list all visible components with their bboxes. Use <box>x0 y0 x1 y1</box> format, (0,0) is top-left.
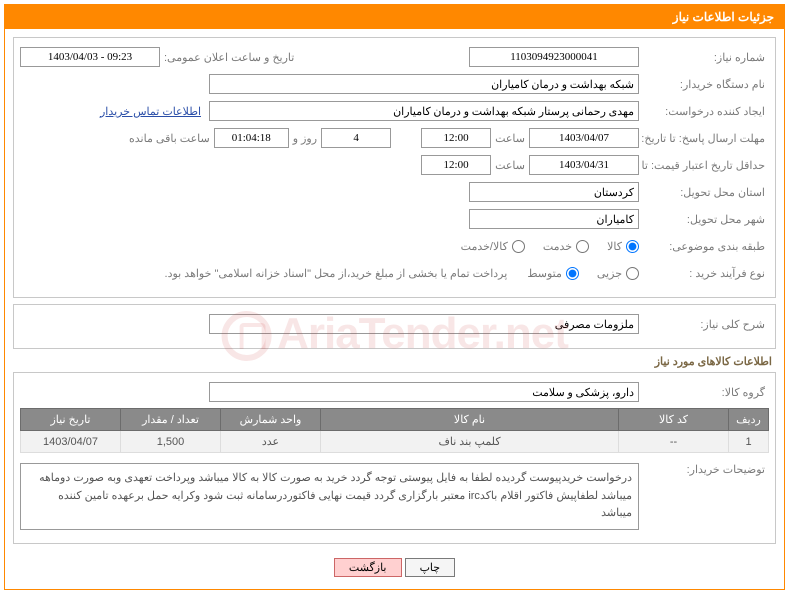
input-province[interactable] <box>469 182 639 202</box>
table-header-row: ردیف کد کالا نام کالا واحد شمارش تعداد /… <box>21 409 769 431</box>
label-remaining-suffix: ساعت باقی مانده <box>125 132 214 145</box>
link-buyer-contact[interactable]: اطلاعات تماس خریدار <box>100 105 201 118</box>
label-buyer-notes: توضیحات خریدار: <box>639 459 769 476</box>
input-deadline-time[interactable] <box>421 128 491 148</box>
label-need-number: شماره نیاز: <box>639 51 769 64</box>
label-days-suffix: روز و <box>289 132 321 145</box>
label-validity-time: ساعت <box>491 159 529 172</box>
input-need-number[interactable] <box>469 47 639 67</box>
label-deadline: مهلت ارسال پاسخ: تا تاریخ: <box>639 132 769 145</box>
input-deadline-days[interactable] <box>321 128 391 148</box>
radio-goods[interactable]: کالا <box>607 240 639 253</box>
input-requester[interactable] <box>209 101 639 121</box>
row-need-number: شماره نیاز: تاریخ و ساعت اعلان عمومی: <box>20 46 769 68</box>
row-general-desc: شرح کلی نیاز: <box>20 313 769 335</box>
input-city[interactable] <box>469 209 639 229</box>
buyer-notes-box: درخواست خریدپیوست گردیده لطفا به فایل پی… <box>20 463 639 530</box>
input-buyer-org[interactable] <box>209 74 639 94</box>
input-deadline-date[interactable] <box>529 128 639 148</box>
main-panel: جزئیات اطلاعات نیاز AriaTender.net شماره… <box>4 4 785 590</box>
cell-date: 1403/04/07 <box>21 431 121 453</box>
radio-medium[interactable]: متوسط <box>527 267 579 280</box>
label-requester: ایجاد کننده درخواست: <box>639 105 769 118</box>
th-unit: واحد شمارش <box>221 409 321 431</box>
th-idx: ردیف <box>729 409 769 431</box>
cell-code: -- <box>619 431 729 453</box>
cell-name: کلمپ بند ناف <box>321 431 619 453</box>
process-note: پرداخت تمام یا بخشی از مبلغ خرید،از محل … <box>165 267 508 280</box>
cell-idx: 1 <box>729 431 769 453</box>
radio-goods-service[interactable]: کالا/خدمت <box>461 240 525 253</box>
row-subject-class: طبقه بندی موضوعی: کالا خدمت کالا/خدمت <box>20 235 769 257</box>
input-announce-dt[interactable] <box>20 47 160 67</box>
cell-unit: عدد <box>221 431 321 453</box>
radio-small[interactable]: جزیی <box>597 267 639 280</box>
row-buyer-org: نام دستگاه خریدار: <box>20 73 769 95</box>
label-price-validity: حداقل تاریخ اعتبار قیمت: تا تاریخ: <box>639 159 769 172</box>
label-announce-dt: تاریخ و ساعت اعلان عمومی: <box>160 51 298 64</box>
row-city: شهر محل تحویل: <box>20 208 769 230</box>
th-qty: تعداد / مقدار <box>121 409 221 431</box>
row-requester: ایجاد کننده درخواست: اطلاعات تماس خریدار <box>20 100 769 122</box>
row-process-type: نوع فرآیند خرید : جزیی متوسط پرداخت تمام… <box>20 262 769 284</box>
general-desc-group: شرح کلی نیاز: <box>13 304 776 349</box>
label-goods-group: گروه کالا: <box>639 386 769 399</box>
th-date: تاریخ نیاز <box>21 409 121 431</box>
row-province: استان محل تحویل: <box>20 181 769 203</box>
table-row: 1 -- کلمپ بند ناف عدد 1,500 1403/04/07 <box>21 431 769 453</box>
th-code: کد کالا <box>619 409 729 431</box>
radioset-subject: کالا خدمت کالا/خدمت <box>461 240 639 253</box>
cell-qty: 1,500 <box>121 431 221 453</box>
goods-group: گروه کالا: ردیف کد کالا نام کالا واحد شم… <box>13 372 776 544</box>
input-validity-time[interactable] <box>421 155 491 175</box>
need-info-group: شماره نیاز: تاریخ و ساعت اعلان عمومی: نا… <box>13 37 776 298</box>
print-button[interactable]: چاپ <box>405 558 456 577</box>
label-subject-class: طبقه بندی موضوعی: <box>639 240 769 253</box>
content-area: AriaTender.net شماره نیاز: تاریخ و ساعت … <box>5 29 784 589</box>
goods-section-title: اطلاعات کالاهای مورد نیاز <box>13 355 776 368</box>
row-price-validity: حداقل تاریخ اعتبار قیمت: تا تاریخ: ساعت <box>20 154 769 176</box>
button-row: چاپ بازگشت <box>13 550 776 581</box>
back-button[interactable]: بازگشت <box>334 558 402 577</box>
input-deadline-remaining[interactable] <box>214 128 289 148</box>
input-general-desc[interactable] <box>209 314 639 334</box>
label-process-type: نوع فرآیند خرید : <box>639 267 769 280</box>
panel-title: جزئیات اطلاعات نیاز <box>5 5 784 29</box>
label-province: استان محل تحویل: <box>639 186 769 199</box>
label-general-desc: شرح کلی نیاز: <box>639 318 769 331</box>
th-name: نام کالا <box>321 409 619 431</box>
label-buyer-org: نام دستگاه خریدار: <box>639 78 769 91</box>
label-city: شهر محل تحویل: <box>639 213 769 226</box>
row-buyer-notes: توضیحات خریدار: درخواست خریدپیوست گردیده… <box>20 459 769 530</box>
radio-service[interactable]: خدمت <box>543 240 589 253</box>
input-validity-date[interactable] <box>529 155 639 175</box>
row-deadline: مهلت ارسال پاسخ: تا تاریخ: ساعت روز و سا… <box>20 127 769 149</box>
row-goods-group: گروه کالا: <box>20 381 769 403</box>
goods-table: ردیف کد کالا نام کالا واحد شمارش تعداد /… <box>20 408 769 453</box>
input-goods-group[interactable] <box>209 382 639 402</box>
radioset-process: جزیی متوسط <box>527 267 639 280</box>
label-deadline-time: ساعت <box>491 132 529 145</box>
